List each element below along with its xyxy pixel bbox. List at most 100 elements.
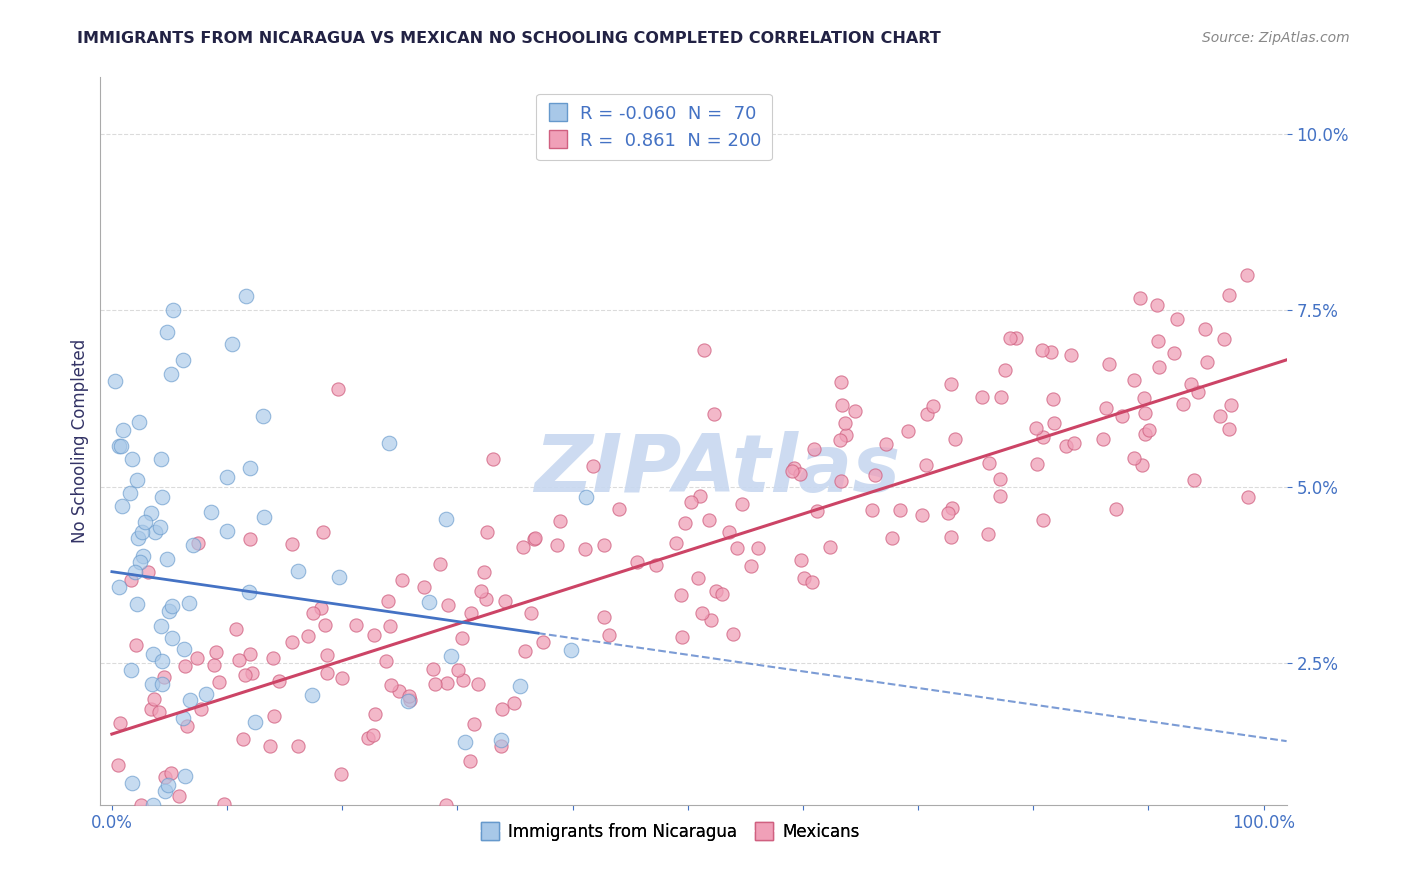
Point (693, 343, 716, 357)
Point (1133, 406, 1156, 420)
Point (721, 626, 744, 640)
Point (458, 754, 481, 768)
Point (131, 524, 153, 539)
Point (460, 607, 482, 621)
Point (489, 739, 512, 753)
Point (155, 770, 177, 784)
Text: Source: ZipAtlas.com: Source: ZipAtlas.com (1202, 31, 1350, 45)
Point (142, 647, 165, 661)
Point (391, 573, 413, 587)
Point (190, 702, 212, 716)
Point (429, 557, 451, 571)
Point (988, 489, 1011, 503)
Point (141, 677, 163, 691)
Point (239, 460, 262, 475)
Point (361, 728, 384, 742)
Point (242, 666, 264, 681)
Point (1092, 432, 1115, 446)
Point (1237, 490, 1260, 504)
Point (280, 635, 302, 649)
Point (172, 352, 194, 367)
Point (301, 606, 323, 620)
Point (120, 663, 142, 677)
Point (830, 433, 852, 447)
Point (1194, 321, 1216, 335)
Point (747, 541, 769, 555)
Point (664, 535, 686, 549)
Point (1135, 427, 1157, 442)
Point (725, 541, 748, 555)
Point (472, 565, 495, 579)
Point (311, 601, 333, 615)
Point (280, 537, 302, 551)
Point (789, 467, 811, 481)
Point (136, 566, 159, 580)
Point (398, 689, 420, 703)
Point (202, 657, 225, 672)
Point (644, 558, 666, 573)
Point (574, 542, 596, 557)
Point (380, 619, 402, 633)
Point (167, 789, 190, 804)
Point (703, 407, 725, 421)
Point (1132, 458, 1154, 473)
Point (287, 564, 309, 578)
Point (673, 516, 696, 530)
Point (436, 675, 458, 690)
Point (108, 716, 131, 731)
Point (704, 583, 727, 598)
Text: ZIPAtlas: ZIPAtlas (534, 431, 900, 509)
Point (162, 631, 184, 645)
Point (1187, 384, 1209, 399)
Point (889, 502, 911, 516)
Point (882, 531, 904, 545)
Point (1042, 392, 1064, 406)
Y-axis label: No Schooling Completed: No Schooling Completed (72, 339, 89, 543)
Point (1209, 409, 1232, 423)
Point (150, 490, 173, 504)
Point (831, 398, 853, 412)
Point (315, 666, 337, 681)
Point (451, 673, 474, 687)
Point (364, 706, 387, 721)
Point (710, 587, 733, 601)
Point (344, 618, 367, 632)
Point (915, 458, 938, 472)
Point (235, 289, 257, 303)
Point (875, 437, 897, 451)
Point (598, 628, 620, 642)
Point (221, 337, 243, 351)
Point (378, 435, 401, 450)
Point (717, 525, 740, 540)
Point (1218, 422, 1240, 436)
Point (1166, 312, 1188, 326)
Point (1147, 334, 1170, 349)
Point (110, 439, 132, 453)
Point (418, 595, 440, 609)
Point (936, 506, 959, 520)
Point (312, 524, 335, 539)
Point (1129, 291, 1152, 305)
Point (263, 708, 285, 723)
Point (834, 416, 856, 430)
Point (548, 514, 571, 528)
Point (326, 382, 349, 396)
Point (150, 451, 173, 466)
Point (689, 489, 711, 503)
Point (214, 797, 236, 812)
Point (835, 428, 858, 442)
Point (215, 469, 238, 483)
Point (700, 613, 723, 627)
Point (790, 553, 813, 567)
Point (239, 647, 262, 661)
Point (142, 797, 165, 812)
Point (153, 670, 176, 684)
Point (581, 458, 603, 473)
Point (150, 619, 173, 633)
Point (1236, 268, 1258, 282)
Point (519, 606, 541, 620)
Point (195, 687, 218, 701)
Point (330, 671, 353, 685)
Point (1054, 439, 1077, 453)
Point (156, 778, 179, 792)
